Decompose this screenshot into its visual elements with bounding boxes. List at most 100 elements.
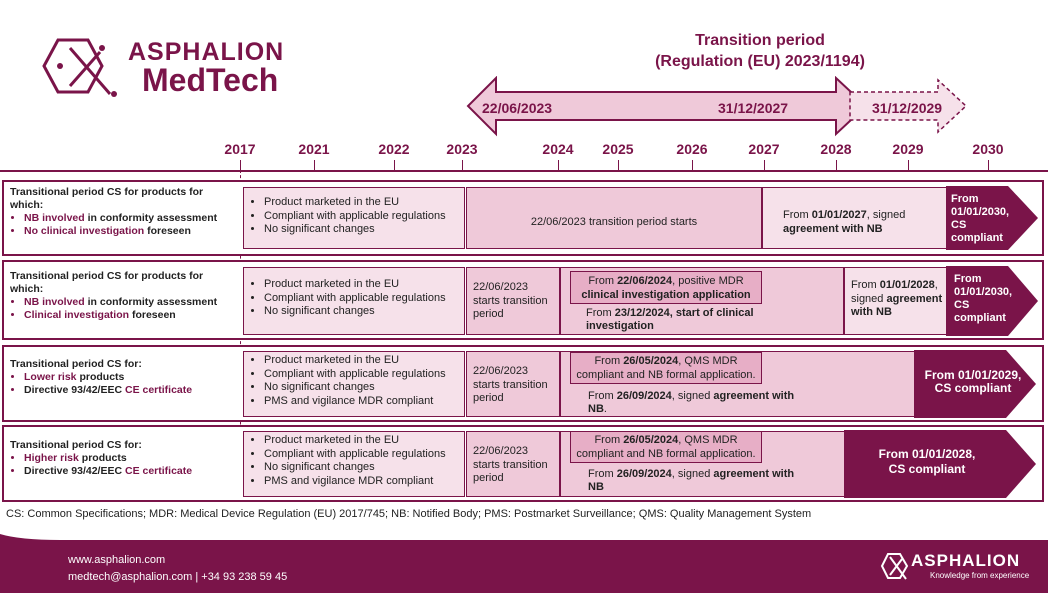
year-tick (314, 160, 315, 170)
row-2-box-date: 22/06/2024 (617, 275, 673, 287)
row-3-condition: PMS and vigilance MDR compliant (264, 395, 460, 409)
row-3-condition: Compliant with applicable regulations (264, 368, 460, 382)
row-4-box-post: , QMS MDR compliant and NB formal applic… (576, 434, 756, 460)
row-2-box-pre: From (588, 275, 618, 287)
year-label: 2021 (298, 141, 330, 157)
year-label: 2030 (972, 141, 1004, 157)
row-3-bullet-2-pre: Directive 93/42/EEC (24, 384, 125, 396)
row-1-mid-pre: From (783, 209, 812, 221)
footer-email[interactable]: medtech@asphalion.com (68, 571, 193, 583)
row-3-condition: No significant changes (264, 381, 460, 395)
footer-logo-text: ASPHALION (911, 551, 1021, 570)
row-3-nb-agreement: From 26/09/2024, signed agreement with N… (588, 390, 798, 416)
row-3-box-date: 26/05/2024 (623, 355, 679, 367)
row-4-title: Transitional period CS for: (10, 439, 142, 451)
row-4-bullet-1: Higher risk products (24, 452, 235, 465)
row-4-box-date: 26/05/2024 (623, 434, 679, 446)
row-3-title: Transitional period CS for: (10, 358, 142, 370)
row-1-mid-post: , signed (866, 209, 906, 221)
row-2-box-post: , positive MDR (672, 275, 744, 287)
row-1-bullet-2: No clinical investigation foreseen (24, 225, 235, 238)
row-2-box-bold: clinical investigation application (581, 288, 751, 301)
row-3-label: Transitional period CS for: Lower risk p… (10, 358, 235, 397)
row-2-transition-start: 22/06/2023 starts transition period (466, 267, 560, 335)
year-tick (908, 160, 909, 170)
row-4-bullet-1-rest: products (78, 452, 127, 464)
row-3-bullet-2-hl: CE certificate (124, 384, 193, 396)
footer-tagline: Knowledge from experience (930, 571, 1030, 580)
year-label: 2017 (224, 141, 256, 157)
transition-arrow (466, 76, 968, 137)
year-label: 2025 (602, 141, 634, 157)
row-3-condition: Product marketed in the EU (264, 354, 460, 368)
row-4-nb-agreement: From 26/09/2024, signed agreement with N… (588, 468, 798, 494)
year-label: 2024 (542, 141, 574, 157)
row-4-bullet-1-hl: Higher risk (24, 452, 79, 464)
row-4-bullet-2-hl: CE certificate (124, 465, 193, 477)
row-3-sub-post: , signed (671, 390, 714, 402)
row-2-label: Transitional period CS for products for … (10, 270, 235, 322)
transition-start-date: 22/06/2023 (482, 100, 553, 116)
row-2-bullet-2: Clinical investigation foreseen (24, 309, 235, 322)
transition-mid-date: 31/12/2027 (718, 100, 789, 116)
transition-title-line2: (Regulation (EU) 2023/1194) (655, 53, 865, 70)
brand-line1: ASPHALION (128, 38, 285, 66)
row-3-sub-pre: From (588, 390, 617, 402)
row-2-title: Transitional period CS for products for … (10, 270, 204, 295)
row-2-end-text: From 01/01/2030, CS compliant (954, 273, 1013, 324)
row-3-bullet-1-rest: products (76, 371, 125, 383)
row-4-sub-agreement: agreement with NB (588, 468, 795, 493)
row-3-transition-start-text: 22/06/2023 starts transition period (473, 365, 548, 404)
transition-period-title: Transition period (Regulation (EU) 2023/… (590, 30, 930, 72)
year-label: 2026 (676, 141, 708, 157)
row-2-mid-pre2: signed (851, 292, 887, 305)
row-4-end-arrow (844, 430, 1036, 498)
transition-title-line1: Transition period (695, 32, 825, 49)
row-4-qms-box: From 26/05/2024, QMS MDR compliant and N… (570, 431, 762, 463)
row-1-title: Transitional period CS for products for … (10, 186, 204, 211)
row-1-transition-start-text: 22/06/2023 transition period starts (530, 216, 698, 228)
year-tick (988, 160, 989, 170)
row-2-nb-agreement: From 01/01/2028, signed agreement with N… (844, 267, 948, 335)
row-1-condition: No significant changes (264, 223, 460, 237)
row-2-clinical-application-box: From 22/06/2024, positive MDR clinical i… (570, 271, 762, 304)
row-3-sub-end: . (603, 403, 607, 415)
row-4-condition: Compliant with applicable regulations (264, 448, 460, 462)
year-tick (618, 160, 619, 170)
row-2-bullet-2-hl: Clinical investigation (24, 309, 130, 321)
row-4-condition: Product marketed in the EU (264, 434, 460, 448)
year-tick (462, 160, 463, 170)
year-label: 2023 (446, 141, 478, 157)
footer-email-phone: medtech@asphalion.com | +34 93 238 59 45 (68, 569, 287, 586)
row-1-condition: Product marketed in the EU (264, 196, 460, 210)
row-2-end-arrow (946, 266, 1038, 336)
footer-website[interactable]: www.asphalion.com (68, 554, 166, 566)
timeline-axis (0, 170, 1048, 172)
row-1-end-arrow (946, 186, 1038, 250)
asphalion-hex-logo-icon (42, 38, 117, 97)
row-2-condition: Product marketed in the EU (264, 278, 460, 292)
row-2-mid-date: 01/01/2028 (879, 279, 935, 291)
row-1-conditions: Product marketed in the EU Compliant wit… (243, 187, 465, 249)
row-3-box-pre: From (594, 355, 624, 367)
row-1-bullet-1: NB involved in conformity assessment (24, 212, 235, 225)
row-4-conditions: Product marketed in the EU Compliant wit… (243, 431, 465, 497)
footer-band (0, 540, 1048, 593)
row-2-condition: No significant changes (264, 305, 460, 319)
row-2-bullet-1-hl: NB involved (24, 296, 85, 308)
row-3-sub-date: 26/09/2024 (616, 390, 672, 402)
year-tick (558, 160, 559, 170)
brand-line2: MedTech (142, 62, 279, 98)
row-1-bullet-2-hl: No clinical investigation (24, 225, 145, 237)
row-4-box-pre: From (594, 434, 624, 446)
row-2-mid-post: , (934, 279, 938, 291)
row-3-sub-agreement: agreement with NB (588, 390, 795, 415)
row-1-transition-start: 22/06/2023 transition period starts (466, 187, 762, 249)
abbreviations-legend: CS: Common Specifications; MDR: Medical … (6, 508, 812, 520)
row-4-bullet-2: Directive 93/42/EEC CE certificate (24, 465, 235, 478)
row-4-bullet-2-pre: Directive 93/42/EEC (24, 465, 125, 477)
transition-end-date: 31/12/2029 (872, 100, 943, 116)
row-2-transition-start-text: 22/06/2023 starts transition period (473, 281, 548, 320)
year-tick (764, 160, 765, 170)
row-2-mid-pre: From (851, 279, 880, 291)
